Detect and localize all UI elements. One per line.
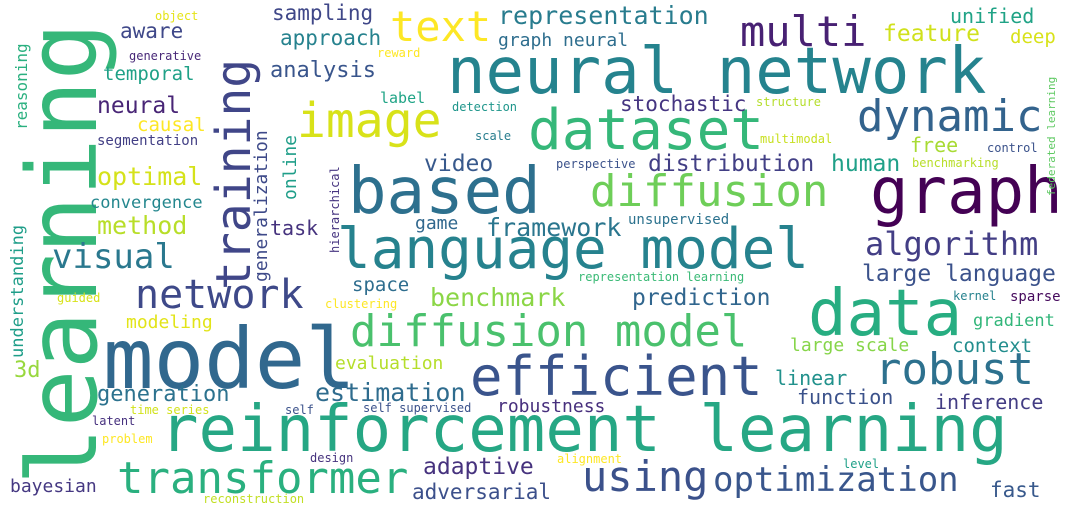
- word-segmentation: segmentation: [97, 133, 199, 149]
- word-transformer: transformer: [117, 453, 409, 504]
- word-evaluation: evaluation: [335, 353, 444, 374]
- word-problem: problem: [102, 432, 153, 446]
- word-space: space: [352, 274, 410, 296]
- word-task: task: [270, 216, 319, 240]
- word-design: design: [310, 451, 354, 465]
- word-stochastic: stochastic: [620, 92, 747, 116]
- word-multimodal: multimodal: [760, 132, 833, 146]
- word-clustering: clustering: [325, 297, 398, 311]
- word-large-scale: large scale: [790, 335, 910, 356]
- word-human: human: [831, 151, 901, 177]
- word-context: context: [952, 335, 1033, 357]
- word-image: image: [297, 93, 442, 149]
- word-sampling: sampling: [272, 1, 374, 25]
- word-prediction: prediction: [632, 285, 771, 311]
- word-using: using: [582, 452, 709, 501]
- word-generation: generation: [97, 382, 230, 407]
- word-unsupervised: unsupervised: [628, 212, 730, 228]
- word-self-supervised: self supervised: [363, 401, 472, 415]
- word-free: free: [910, 133, 959, 157]
- word-gradient: gradient: [973, 311, 1055, 331]
- word-framework: framework: [486, 213, 622, 242]
- word-scale: scale: [475, 129, 512, 143]
- word-dynamic: dynamic: [857, 91, 1043, 142]
- word-hierarchical: hierarchical: [328, 166, 342, 253]
- word-graph-neural: graph neural: [498, 30, 629, 51]
- word-3d: 3d: [14, 358, 41, 383]
- word-estimation: estimation: [315, 378, 466, 407]
- word-temporal: temporal: [103, 63, 195, 85]
- word-multi: multi: [740, 7, 867, 56]
- word-robust: robust: [875, 344, 1034, 395]
- word-representation: representation: [498, 1, 709, 30]
- word-method: method: [97, 211, 188, 240]
- word-understanding: understanding: [8, 224, 28, 358]
- word-detection: detection: [452, 100, 518, 114]
- word-federated-learning: federated learning: [1045, 76, 1058, 196]
- word-reward: reward: [377, 46, 421, 60]
- word-unified: unified: [950, 4, 1035, 28]
- word-reconstruction: reconstruction: [203, 492, 305, 506]
- word-latent: latent: [92, 414, 136, 428]
- word-generative: generative: [129, 49, 202, 63]
- word-benchmark: benchmark: [430, 283, 566, 312]
- word-convergence: convergence: [90, 193, 203, 213]
- word-online: online: [280, 134, 301, 200]
- word-large-language: large language: [862, 261, 1056, 287]
- word-neural: neural: [97, 93, 181, 119]
- word-data: data: [808, 277, 963, 351]
- word-modeling: modeling: [126, 312, 213, 333]
- word-model: model: [103, 310, 356, 408]
- word-network: network: [135, 272, 304, 318]
- word-text: text: [390, 2, 492, 51]
- word-optimal: optimal: [97, 162, 203, 191]
- word-analysis: analysis: [270, 58, 376, 83]
- word-neural-network: neural network: [447, 35, 987, 109]
- word-bayesian: bayesian: [10, 476, 97, 497]
- word-object: object: [155, 9, 199, 23]
- word-aware: aware: [120, 19, 184, 43]
- word-structure: structure: [756, 95, 822, 109]
- word-representation-learning: representation learning: [578, 270, 745, 284]
- word-control: control: [987, 141, 1038, 155]
- word-efficient: efficient: [470, 345, 763, 408]
- word-causal: causal: [137, 114, 206, 136]
- word-generalization: generalization: [251, 130, 272, 282]
- word-approach: approach: [280, 26, 382, 50]
- word-linear: linear: [775, 366, 848, 390]
- word-feature: feature: [883, 21, 980, 47]
- word-based: based: [348, 155, 541, 229]
- word-visual: visual: [52, 237, 175, 277]
- word-game: game: [415, 213, 459, 234]
- word-perspective: perspective: [556, 157, 636, 171]
- word-diffusion: diffusion: [590, 166, 829, 217]
- word-language-model: language model: [337, 217, 810, 282]
- word-self: self: [285, 403, 314, 417]
- word-deep: deep: [1010, 26, 1056, 48]
- word-function: function: [797, 385, 894, 409]
- word-diffusion-model: diffusion model: [350, 306, 748, 357]
- word-alignment: alignment: [557, 452, 623, 466]
- word-label: label: [380, 89, 426, 107]
- word-distribution: distribution: [648, 151, 815, 177]
- word-benchmarking: benchmarking: [912, 156, 999, 170]
- word-video: video: [424, 151, 494, 177]
- word-adversarial: adversarial: [412, 480, 552, 504]
- word-time-series: time series: [130, 403, 210, 417]
- word-graph: graph: [870, 155, 1063, 229]
- word-algorithm: algorithm: [865, 225, 1039, 263]
- word-sparse: sparse: [1010, 289, 1061, 305]
- word-reasoning: reasoning: [12, 43, 31, 130]
- word-guided: guided: [57, 291, 101, 305]
- word-fast: fast: [990, 478, 1041, 502]
- word-kernel: kernel: [953, 289, 997, 303]
- word-optimization: optimization: [713, 460, 959, 500]
- word-reinforcement-learning: reinforcement learning: [160, 393, 1008, 467]
- word-level: level: [843, 457, 880, 471]
- word-dataset: dataset: [528, 98, 765, 163]
- word-adaptive: adaptive: [423, 454, 534, 480]
- word-inference: inference: [935, 390, 1044, 414]
- word-robustness: robustness: [497, 396, 606, 417]
